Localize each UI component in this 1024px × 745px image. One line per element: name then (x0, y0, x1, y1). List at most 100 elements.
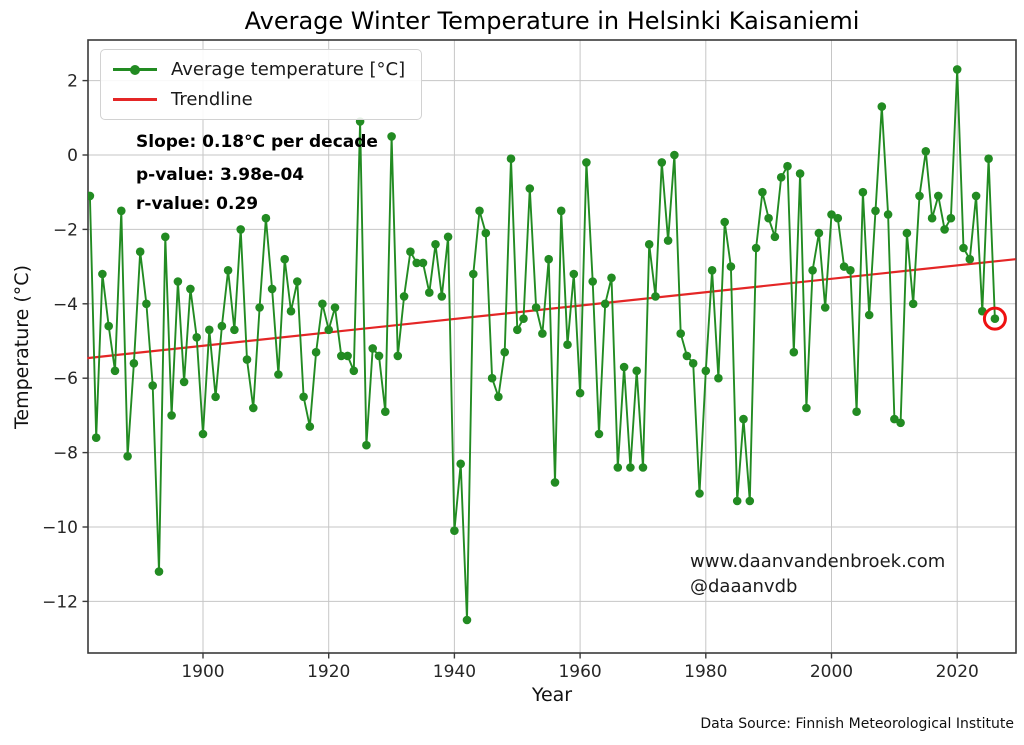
data-point (148, 381, 157, 390)
y-tick-label: −4 (53, 295, 78, 315)
data-point (393, 351, 403, 361)
data-point (644, 240, 654, 249)
data-point (198, 429, 208, 439)
data-point (864, 310, 874, 320)
data-point (192, 333, 201, 342)
data-point (450, 526, 459, 535)
data-point (971, 191, 981, 201)
data-point (412, 258, 422, 268)
data-point (487, 373, 497, 383)
y-tick-label: −12 (42, 592, 78, 612)
data-point (161, 232, 170, 242)
data-point (519, 314, 528, 324)
data-point (682, 351, 692, 361)
annotation-r-value: r-value: 0.29 (136, 194, 259, 214)
data-point (186, 284, 195, 294)
data-point (946, 213, 956, 223)
data-point (607, 273, 616, 283)
data-point (751, 243, 761, 253)
data-point (927, 213, 937, 223)
data-point (739, 414, 748, 424)
data-point (418, 258, 428, 268)
data-point (770, 232, 780, 242)
data-point (506, 154, 516, 163)
data-point (745, 496, 755, 506)
data-point (343, 351, 352, 361)
x-tick-label: 2000 (810, 662, 853, 682)
data-point (431, 240, 440, 249)
series-average-temperature (88, 65, 1000, 625)
data-point (726, 262, 736, 271)
data-point (846, 266, 855, 275)
x-axis-label: Year (531, 684, 573, 706)
data-point (129, 359, 139, 368)
data-point (594, 429, 604, 439)
watermark-handle: @daaanvdb (690, 576, 798, 597)
data-point (205, 325, 214, 335)
x-tick-label: 2020 (936, 662, 979, 682)
data-point (299, 392, 308, 402)
data-point (324, 325, 334, 335)
y-tick-label: 0 (67, 146, 78, 166)
data-point (513, 325, 522, 335)
data-point (556, 206, 566, 216)
data-point (952, 65, 962, 74)
data-point (242, 355, 252, 364)
data-point (179, 377, 189, 387)
data-point (858, 187, 868, 197)
legend-item-trendline: Trendline (113, 89, 405, 110)
data-point (88, 191, 95, 201)
data-point (293, 277, 302, 286)
data-point (619, 362, 629, 372)
data-point (110, 366, 120, 376)
data-point (695, 489, 704, 498)
data-point (173, 277, 183, 286)
data-point (896, 418, 905, 428)
data-point (154, 567, 164, 576)
data-point (783, 161, 792, 171)
data-point (663, 236, 673, 245)
legend-label-trendline: Trendline (171, 89, 253, 110)
data-point (852, 407, 861, 417)
data-point (267, 284, 277, 294)
data-point (305, 422, 315, 431)
data-point (789, 347, 799, 357)
legend-item-average-temperature: Average temperature [°C] (113, 59, 405, 80)
data-point (990, 314, 1000, 324)
data-point (230, 325, 239, 335)
data-point (475, 206, 484, 216)
data-point (613, 463, 623, 472)
data-point (381, 407, 390, 417)
data-point (443, 232, 453, 242)
data-point (494, 392, 503, 402)
data-point (758, 187, 767, 197)
y-tick-label: −8 (53, 444, 78, 464)
data-point (550, 478, 560, 487)
data-point (827, 210, 836, 219)
data-point (651, 292, 660, 301)
data-point (500, 347, 510, 357)
data-source-note: Data Source: Finnish Meteorological Inst… (700, 716, 1014, 732)
data-point (701, 366, 711, 376)
data-point (934, 191, 943, 201)
x-tick-label: 1940 (433, 662, 476, 682)
plot-border (87, 39, 1017, 654)
data-point (525, 184, 535, 193)
data-point (425, 288, 434, 297)
data-point (123, 452, 132, 461)
data-point (387, 132, 396, 141)
data-point (676, 329, 685, 338)
data-point (626, 463, 635, 472)
data-point (902, 228, 912, 238)
data-point (575, 388, 585, 398)
data-point (261, 213, 271, 223)
data-point (456, 459, 466, 469)
data-point (406, 247, 415, 256)
data-point (833, 213, 843, 223)
data-point (915, 191, 924, 201)
data-point (839, 262, 849, 271)
data-point (883, 210, 893, 219)
data-point (135, 247, 145, 256)
data-point (544, 254, 553, 264)
